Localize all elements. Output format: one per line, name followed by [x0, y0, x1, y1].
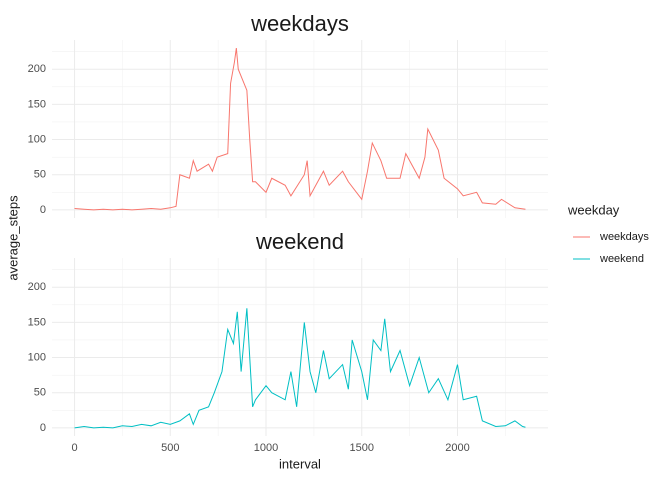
y-tick-label: 200 — [28, 281, 46, 293]
x-tick-label: 1000 — [254, 442, 278, 454]
data-line — [74, 48, 526, 211]
x-tick-label: 500 — [161, 442, 179, 454]
y-axis-label: average_steps — [5, 195, 20, 281]
y-tick-label: 0 — [40, 422, 46, 434]
y-tick-label: 100 — [28, 351, 46, 363]
x-tick-label: 2000 — [445, 442, 469, 454]
x-axis-label: interval — [279, 456, 321, 471]
facet-title: weekdays — [250, 11, 349, 36]
legend-label: weekdays — [599, 231, 649, 243]
y-tick-label: 150 — [28, 98, 46, 110]
y-tick-label: 150 — [28, 316, 46, 328]
y-tick-label: 100 — [28, 133, 46, 145]
y-tick-label: 50 — [34, 169, 46, 181]
y-tick-label: 0 — [40, 204, 46, 216]
legend-label: weekend — [599, 253, 644, 265]
y-tick-label: 50 — [34, 387, 46, 399]
x-tick-label: 0 — [71, 442, 77, 454]
data-line — [74, 308, 526, 429]
facet-title: weekend — [255, 229, 344, 254]
x-tick-label: 1500 — [350, 442, 374, 454]
y-tick-label: 200 — [28, 63, 46, 75]
legend-title: weekday — [567, 202, 620, 217]
